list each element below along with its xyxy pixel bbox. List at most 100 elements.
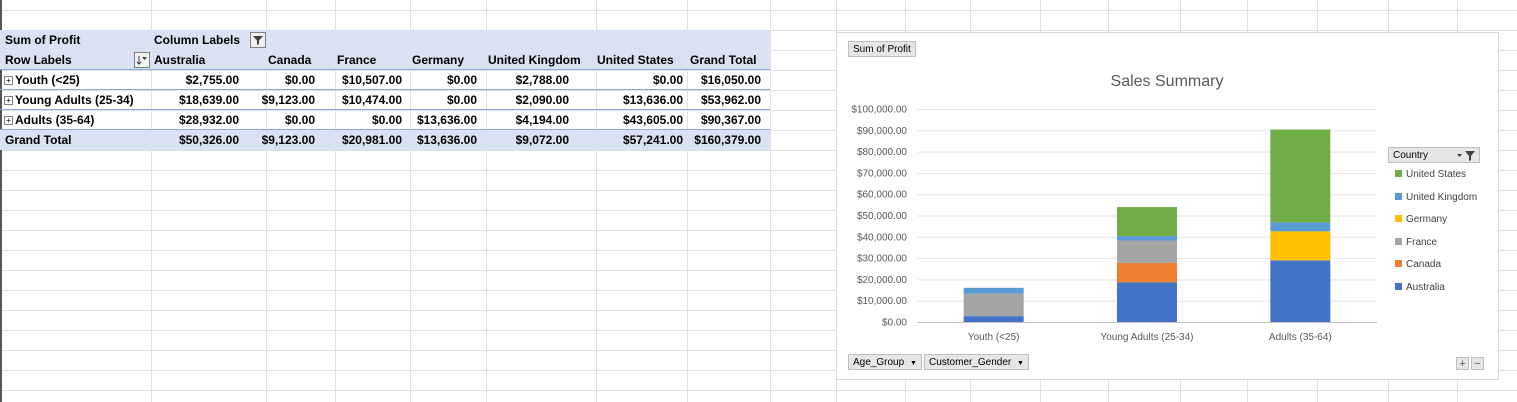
pivot-value-cell[interactable]: $43,605.00 [622, 113, 683, 127]
y-tick-label: $30,000.00 [857, 254, 907, 265]
expand-field-button[interactable]: + [1456, 357, 1469, 370]
bar-segment-australia[interactable] [963, 316, 1024, 322]
pivot-value-cell[interactable]: $16,050.00 [700, 73, 761, 87]
pivot-column-header[interactable]: United States [597, 53, 674, 67]
filter-icon [253, 36, 263, 45]
pivot-grandtotal-band [0, 130, 770, 150]
pivot-value-cell[interactable]: $13,636.00 [416, 133, 477, 147]
y-tick-label: $20,000.00 [857, 275, 907, 286]
pivot-chart[interactable]: Sum of Profit Sales Summary $0.00 $10,000.… [836, 32, 1499, 380]
y-tick-label: $70,000.00 [857, 168, 907, 179]
legend-field-label: Country [1393, 150, 1429, 161]
axis-field-button-age-group[interactable]: Age_Group ▼ [848, 354, 922, 370]
pivot-value-label[interactable]: Sum of Profit [5, 33, 81, 47]
bar-segment-united-kingdom[interactable] [1117, 236, 1177, 241]
y-tick-label: $100,000.00 [851, 105, 907, 116]
pivot-value-cell[interactable]: $13,636.00 [622, 93, 683, 107]
pivot-row-labels[interactable]: Row Labels [5, 53, 72, 67]
bar-segment-united-states[interactable] [1117, 207, 1177, 237]
pivot-value-cell[interactable]: $10,507.00 [341, 73, 402, 87]
pivot-value-cell[interactable]: $2,090.00 [515, 93, 569, 107]
row-sort-button[interactable] [134, 52, 150, 68]
dropdown-arrow-icon: ▼ [909, 360, 917, 367]
legend-label: France [1406, 236, 1438, 248]
legend-entry[interactable]: United Kingdom [1395, 192, 1477, 203]
sort-filter-icon [136, 56, 147, 65]
bar-segment-united-kingdom[interactable] [1270, 222, 1331, 232]
legend-entry[interactable]: United States [1395, 169, 1466, 180]
pivot-column-labels[interactable]: Column Labels [154, 33, 241, 47]
pivot-row-label[interactable]: + Youth (<25) [4, 70, 80, 90]
expand-icon[interactable]: + [4, 116, 13, 125]
legend-label: Australia [1406, 281, 1445, 293]
axis-field-button-customer-gender[interactable]: Customer_Gender ▼ [924, 354, 1029, 370]
pivot-value-cell[interactable]: $9,123.00 [261, 133, 315, 147]
pivot-value-cell[interactable]: $0.00 [371, 113, 402, 127]
x-tick-label: Adults (35-64) [1269, 332, 1332, 343]
value-field-button[interactable]: Sum of Profit [848, 41, 916, 57]
collapse-field-button[interactable]: − [1471, 357, 1484, 370]
bar-segment-france[interactable] [1117, 240, 1177, 263]
x-tick-label: Young Adults (25-34) [1100, 332, 1193, 343]
bar-segment-australia[interactable] [1270, 260, 1331, 322]
column-filter-button[interactable] [250, 32, 266, 48]
pivot-value-cell[interactable]: $9,123.00 [261, 93, 315, 107]
legend-label: United Kingdom [1406, 191, 1478, 203]
legend-field-button[interactable]: Country [1388, 147, 1480, 163]
bar-segment-canada[interactable] [1117, 262, 1177, 283]
legend-swatch [1395, 282, 1402, 290]
expand-icon[interactable]: + [4, 96, 13, 105]
pivot-value-cell[interactable]: $20,981.00 [341, 133, 402, 147]
pivot-value-cell[interactable]: $2,788.00 [515, 73, 569, 87]
pivot-row-rule [0, 109, 770, 110]
pivot-column-header[interactable]: Canada [268, 53, 312, 67]
legend-label: United States [1406, 169, 1467, 180]
pivot-value-cell[interactable]: $0.00 [284, 113, 315, 127]
expand-icon[interactable]: + [4, 76, 13, 85]
pivot-row-label[interactable]: + Young Adults (25-34) [4, 90, 134, 110]
legend-swatch [1395, 170, 1402, 177]
pivot-header-rule [0, 69, 770, 70]
pivot-column-header[interactable]: Grand Total [690, 53, 757, 67]
pivot-row-rule [0, 129, 770, 130]
pivot-grand-total-label[interactable]: Grand Total [5, 130, 71, 150]
pivot-column-header[interactable]: Australia [154, 53, 206, 67]
pivot-value-cell[interactable]: $2,755.00 [185, 73, 239, 87]
pivot-row-label-text: Adults (35-64) [15, 113, 95, 127]
pivot-value-cell[interactable]: $28,932.00 [178, 113, 239, 127]
pivot-value-cell[interactable]: $10,474.00 [341, 93, 402, 107]
pivot-value-cell[interactable]: $160,379.00 [694, 133, 761, 147]
pivot-value-cell[interactable]: $9,072.00 [515, 133, 569, 147]
pivot-value-cell[interactable]: $0.00 [284, 73, 315, 87]
pivot-column-header[interactable]: France [337, 53, 377, 67]
pivot-value-cell[interactable]: $13,636.00 [416, 113, 477, 127]
bar-segment-germany[interactable] [1270, 231, 1331, 261]
bar-segment-france[interactable] [963, 293, 1024, 317]
pivot-row-label-text: Young Adults (25-34) [15, 93, 134, 107]
pivot-value-cell[interactable]: $0.00 [446, 73, 477, 87]
pivot-row-label[interactable]: + Adults (35-64) [4, 110, 94, 130]
pivot-value-cell[interactable]: $0.00 [446, 93, 477, 107]
pivot-value-cell[interactable]: $0.00 [652, 73, 683, 87]
chart-plot[interactable]: Sales Summary $0.00 $10,000.00 $20,000.00 $3… [837, 33, 1498, 379]
bar-segment-united-kingdom[interactable] [963, 287, 1024, 294]
pivot-value-cell[interactable]: $18,639.00 [178, 93, 239, 107]
bar-segment-australia[interactable] [1117, 282, 1177, 322]
y-tick-label: $80,000.00 [857, 147, 907, 158]
pivot-value-cell[interactable]: $4,194.00 [515, 113, 569, 127]
legend-entry[interactable]: Australia [1395, 282, 1445, 293]
legend-swatch [1395, 215, 1402, 222]
chart-title[interactable]: Sales Summary [1111, 73, 1224, 90]
x-tick-label: Youth (<25) [968, 332, 1020, 343]
bar-segment-united-states[interactable] [1270, 129, 1331, 223]
pivot-value-cell[interactable]: $90,367.00 [700, 113, 761, 127]
dropdown-arrow-icon: ▼ [1017, 360, 1024, 367]
legend-entry[interactable]: Germany [1395, 214, 1447, 225]
pivot-value-cell[interactable]: $50,326.00 [178, 133, 239, 147]
legend-entry[interactable]: Canada [1395, 259, 1441, 270]
pivot-column-header[interactable]: United Kingdom [488, 53, 581, 67]
pivot-column-header[interactable]: Germany [412, 53, 465, 67]
legend-entry[interactable]: France [1395, 237, 1437, 248]
pivot-value-cell[interactable]: $53,962.00 [700, 93, 761, 107]
pivot-value-cell[interactable]: $57,241.00 [622, 133, 683, 147]
